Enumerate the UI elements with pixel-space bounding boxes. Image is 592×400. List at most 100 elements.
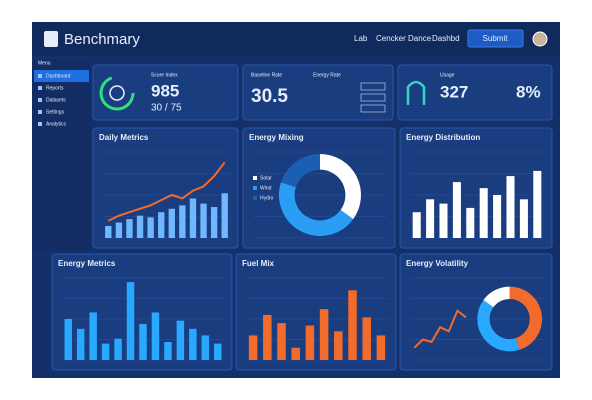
kpi-sub: 30 / 75: [151, 103, 182, 114]
bar: [466, 207, 475, 238]
bar: [291, 347, 300, 360]
bar: [277, 323, 286, 360]
bar: [76, 328, 85, 360]
sidebar-icon: [38, 86, 42, 90]
kpi-value: 327: [440, 82, 468, 101]
kpi-label: Baseline Rate: [251, 72, 282, 78]
bar: [376, 335, 386, 360]
sidebar-item[interactable]: Dashboard: [46, 73, 71, 79]
donut-segment: [509, 286, 542, 350]
bar: [348, 290, 357, 360]
kpi-tag: [360, 93, 386, 102]
gauge-icon: [109, 85, 125, 101]
logo: [44, 31, 58, 47]
sidebar-item[interactable]: Datasets: [46, 97, 66, 103]
kpi-label: Score Index: [151, 72, 178, 78]
sidebar-icon: [38, 98, 42, 102]
bar: [439, 203, 448, 238]
bar: [493, 195, 502, 238]
sidebar-item[interactable]: Reports: [46, 85, 64, 91]
bar: [168, 208, 175, 238]
bar: [136, 215, 144, 238]
bar: [139, 323, 147, 360]
bar: [362, 317, 371, 360]
chart-panel: [242, 127, 396, 249]
bar: [412, 212, 421, 238]
kpi-card: [92, 64, 239, 121]
nav-link[interactable]: Cencker Dance: [376, 34, 432, 43]
bar: [114, 338, 122, 360]
bar: [210, 207, 218, 238]
legend-label: Hydro: [260, 195, 274, 201]
kpi-card: [242, 64, 394, 121]
sidebar-icon: [38, 122, 42, 126]
sidebar-icon: [38, 110, 42, 114]
bar: [263, 314, 272, 360]
chart-title: Energy Metrics: [58, 259, 116, 268]
sidebar: [32, 60, 90, 250]
bar: [426, 199, 435, 238]
bar: [179, 205, 186, 238]
chart-title: Energy Mixing: [249, 133, 304, 142]
bar: [334, 331, 343, 360]
kpi-sub: Energy Rate: [313, 72, 341, 78]
kpi-value: 985: [151, 81, 179, 100]
kpi-icon: [406, 80, 426, 105]
sidebar-icon: [38, 74, 42, 78]
nav-link[interactable]: Lab: [354, 34, 368, 43]
chart-title: Energy Volatility: [406, 259, 469, 268]
bar: [89, 312, 97, 360]
avatar[interactable]: [532, 31, 548, 47]
bar: [126, 219, 133, 238]
donut-segment: [477, 299, 520, 352]
sidebar-item[interactable]: Analytics: [46, 121, 67, 127]
legend-label: Wind: [260, 185, 272, 191]
nav-link[interactable]: Dashbd: [432, 34, 460, 43]
gauge: [99, 75, 135, 111]
bar: [200, 203, 207, 238]
donut-segment: [281, 154, 321, 188]
bar: [189, 328, 197, 360]
chart-panel: [51, 253, 233, 371]
kpi-card: [397, 64, 553, 121]
kpi-tag: [360, 82, 386, 91]
bar: [519, 199, 528, 238]
bar: [101, 343, 110, 360]
donut-segment: [483, 286, 511, 308]
bar: [189, 198, 197, 238]
button-label[interactable]: Submit: [483, 34, 509, 43]
app-title: Benchmary: [64, 31, 140, 48]
bar: [214, 343, 222, 360]
sidebar-active[interactable]: [34, 70, 89, 82]
line: [107, 161, 226, 222]
bar: [164, 341, 172, 360]
chart-panel: [399, 127, 553, 249]
bar: [452, 182, 461, 238]
bar: [105, 225, 112, 238]
bar: [64, 319, 72, 360]
chart-panel: [235, 253, 397, 371]
bar: [305, 325, 315, 360]
kpi-change: 8%: [516, 82, 541, 101]
kpi-tag: [360, 104, 386, 113]
sidebar-item[interactable]: Settings: [46, 109, 65, 115]
donut-segment: [319, 154, 361, 220]
line: [413, 309, 467, 349]
bar: [147, 217, 154, 238]
bar: [201, 335, 210, 360]
sidebar-heading: Menu: [38, 60, 51, 66]
bar: [479, 188, 488, 238]
bar: [126, 282, 135, 360]
bar: [115, 222, 123, 238]
legend-label: Solar: [260, 175, 272, 181]
bar: [533, 170, 542, 238]
header-button[interactable]: [467, 29, 524, 48]
legend-swatch: [253, 196, 257, 200]
kpi-label: Usage: [440, 72, 455, 78]
chart-title: Energy Distribution: [406, 133, 480, 142]
chart-title: Fuel Mix: [242, 259, 275, 268]
donut-segment: [279, 182, 354, 236]
bar: [176, 320, 185, 360]
